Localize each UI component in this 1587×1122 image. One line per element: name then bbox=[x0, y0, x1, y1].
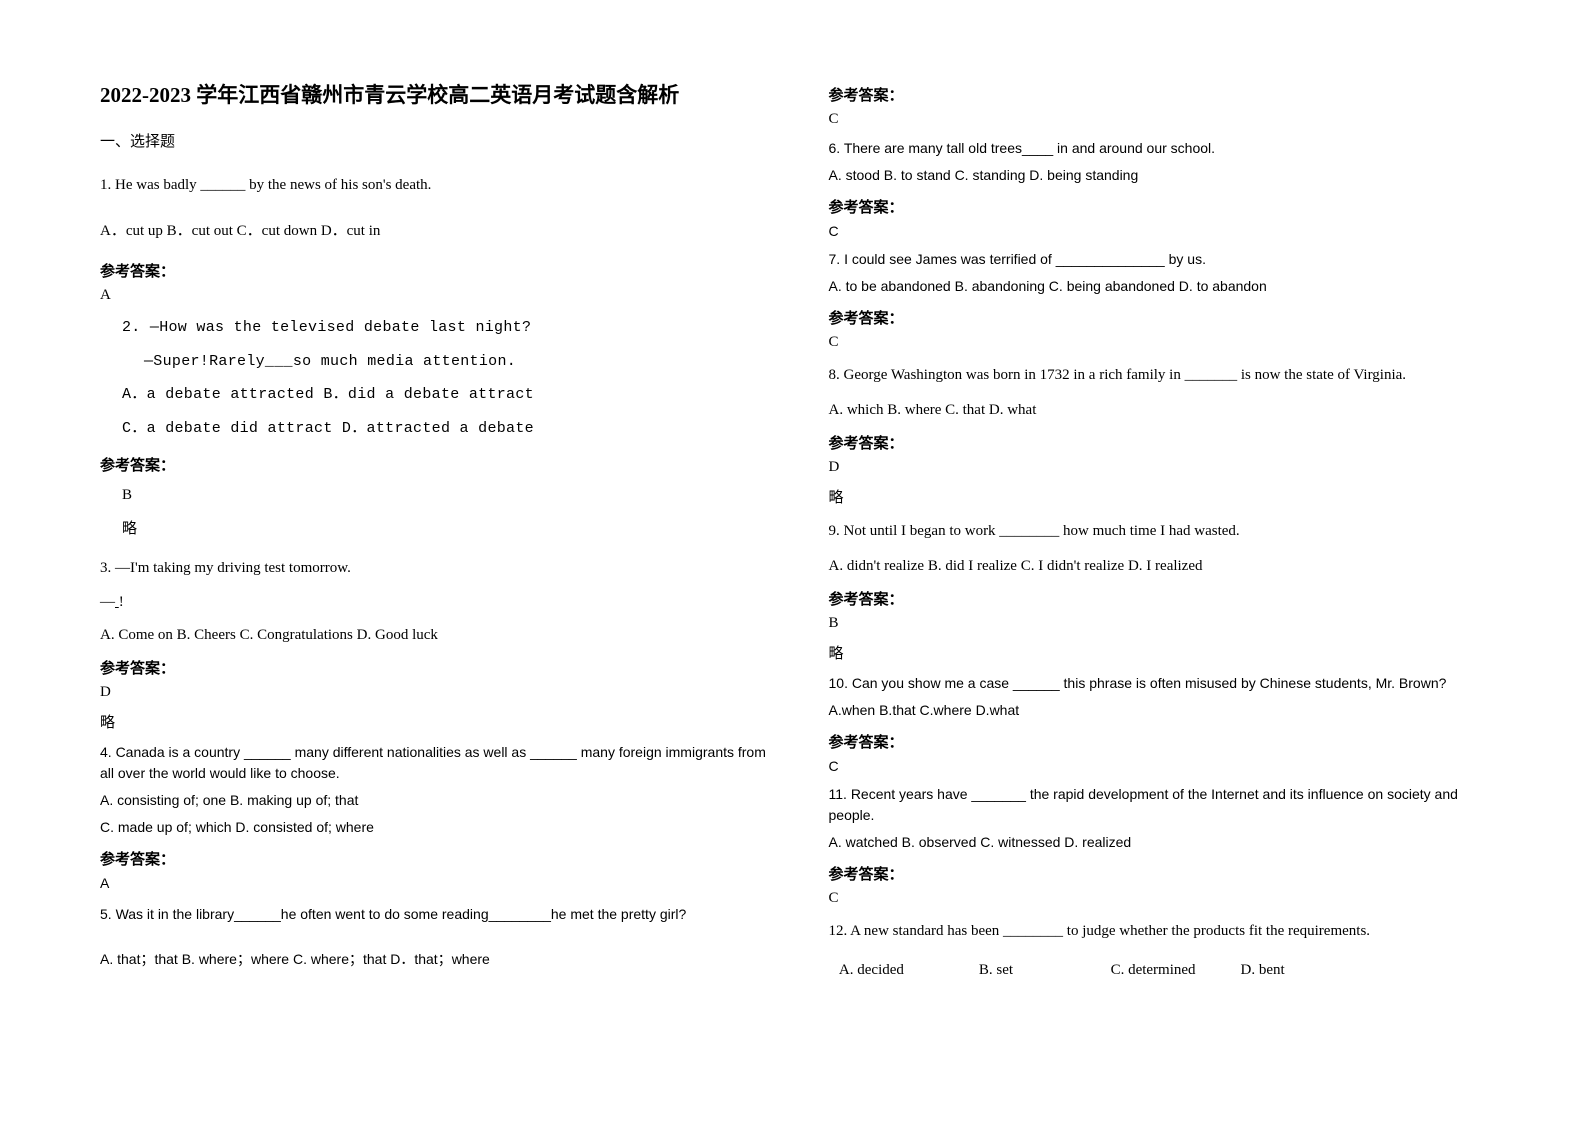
q5-stem: 5. Was it in the library______he often w… bbox=[100, 901, 769, 928]
section-header: 一、选择题 bbox=[100, 130, 769, 151]
q4-options-b: C. made up of; which D. consisted of; wh… bbox=[100, 817, 769, 838]
q12-stem: 12. A new standard has been ________ to … bbox=[829, 917, 1498, 946]
q6-stem: 6. There are many tall old trees____ in … bbox=[829, 138, 1498, 159]
q2-options-a: A．a debate attracted B．did a debate attr… bbox=[100, 381, 769, 410]
answer-label: 参考答案： bbox=[100, 848, 769, 869]
answer-label: 参考答案： bbox=[100, 260, 769, 281]
q4-answer: A bbox=[100, 875, 769, 891]
q1-answer: A bbox=[100, 287, 769, 304]
q9-omit: 略 bbox=[829, 642, 1498, 663]
q8-omit: 略 bbox=[829, 486, 1498, 507]
answer-label: 参考答案： bbox=[829, 863, 1498, 884]
q2-stem: 2. —How was the televised debate last ni… bbox=[100, 314, 769, 343]
q9-options: A. didn't realize B. did I realize C. I … bbox=[829, 552, 1498, 581]
q8-options: A. which B. where C. that D. what bbox=[829, 396, 1498, 425]
q11-stem: 11. Recent years have _______ the rapid … bbox=[829, 784, 1498, 826]
answer-label: 参考答案： bbox=[829, 588, 1498, 609]
q11-options: A. watched B. observed C. witnessed D. r… bbox=[829, 832, 1498, 853]
answer-label: 参考答案： bbox=[829, 731, 1498, 752]
q2-answer: B bbox=[100, 481, 769, 510]
q7-answer: C bbox=[829, 334, 1498, 351]
q6-answer: C bbox=[829, 223, 1498, 239]
q11-answer: C bbox=[829, 890, 1498, 907]
q10-options: A.when B.that C.where D.what bbox=[829, 700, 1498, 721]
q2-options-b: C．a debate did attract D．attracted a deb… bbox=[100, 415, 769, 444]
q7-options: A. to be abandoned B. abandoning C. bein… bbox=[829, 276, 1498, 297]
q3-omit: 略 bbox=[100, 711, 769, 732]
q2-omit: 略 bbox=[100, 515, 769, 544]
q3-stem: 3. —I'm taking my driving test tomorrow. bbox=[100, 554, 769, 583]
answer-label: 参考答案： bbox=[829, 432, 1498, 453]
q5-answer: C bbox=[829, 111, 1498, 128]
q10-answer: C bbox=[829, 758, 1498, 774]
q4-options-a: A. consisting of; one B. making up of; t… bbox=[100, 790, 769, 811]
answer-label: 参考答案： bbox=[100, 657, 769, 678]
q2-line2: —Super!Rarely___so much media attention. bbox=[100, 348, 769, 377]
q7-stem: 7. I could see James was terrified of __… bbox=[829, 249, 1498, 270]
q8-answer: D bbox=[829, 459, 1498, 476]
q6-options: A. stood B. to stand C. standing D. bein… bbox=[829, 165, 1498, 186]
q12-options: A. decided B. set C. determined D. bent bbox=[829, 956, 1498, 985]
q5-options: A. that；that B. where；where C. where；tha… bbox=[100, 946, 769, 973]
answer-label: 参考答案： bbox=[829, 196, 1498, 217]
q9-stem: 9. Not until I began to work ________ ho… bbox=[829, 517, 1498, 546]
answer-label: 参考答案： bbox=[829, 84, 1498, 105]
q8-stem: 8. George Washington was born in 1732 in… bbox=[829, 361, 1498, 390]
q9-answer: B bbox=[829, 615, 1498, 632]
right-column: 参考答案： C 6. There are many tall old trees… bbox=[829, 80, 1498, 1082]
left-column: 2022-2023 学年江西省赣州市青云学校高二英语月考试题含解析 一、选择题 … bbox=[100, 80, 769, 1082]
q1-stem: 1. He was badly ______ by the news of hi… bbox=[100, 171, 769, 200]
answer-label: 参考答案： bbox=[829, 307, 1498, 328]
q1-options: A．cut up B．cut out C．cut down D．cut in bbox=[100, 217, 769, 246]
page-title: 2022-2023 学年江西省赣州市青云学校高二英语月考试题含解析 bbox=[100, 80, 769, 112]
q10-stem: 10. Can you show me a case ______ this p… bbox=[829, 673, 1498, 694]
q4-stem: 4. Canada is a country ______ many diffe… bbox=[100, 742, 769, 784]
answer-label: 参考答案： bbox=[100, 454, 769, 475]
q3-answer: D bbox=[100, 684, 769, 701]
q3-options: A. Come on B. Cheers C. Congratulations … bbox=[100, 621, 769, 650]
q3-line2: — ! bbox=[100, 588, 769, 617]
